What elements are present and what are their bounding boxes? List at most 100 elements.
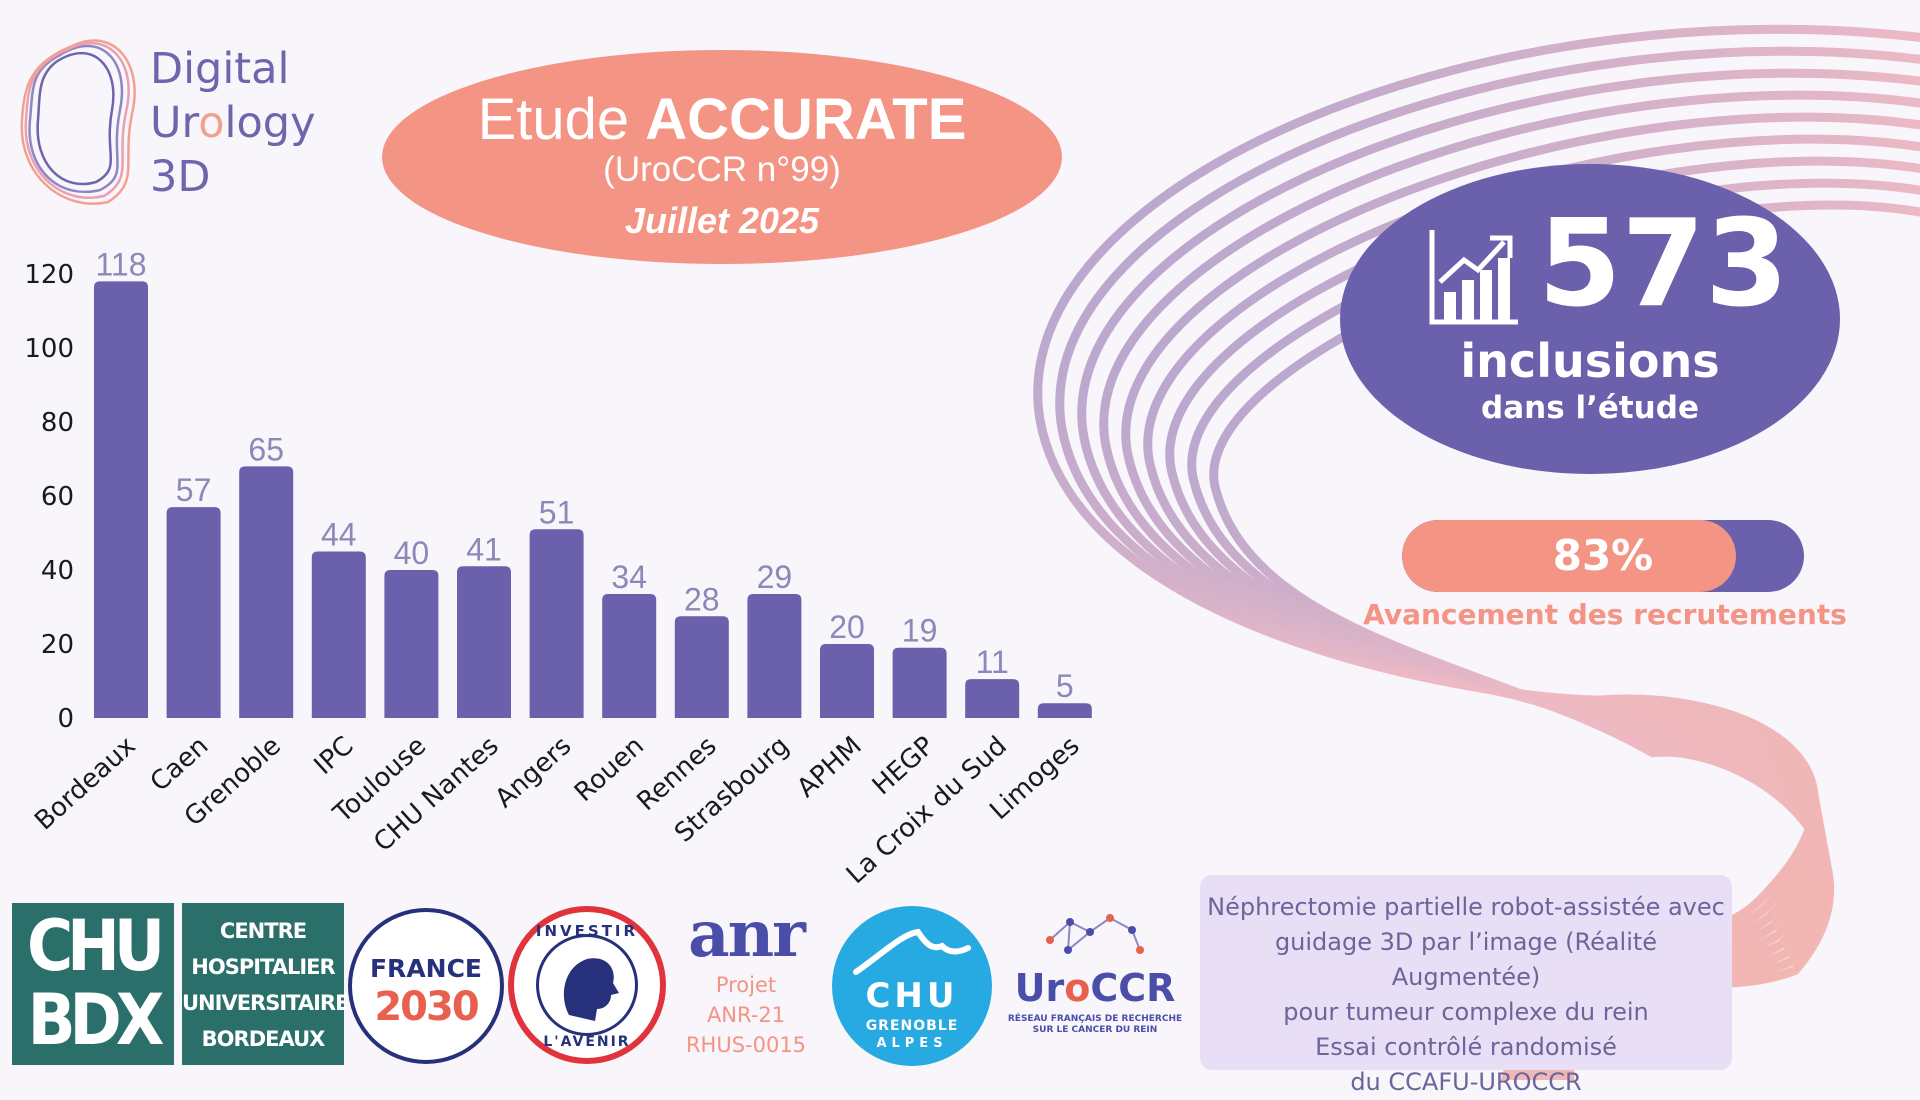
investir-top: INVESTIR [535, 922, 639, 940]
y-tick-label: 20 [41, 630, 74, 660]
description-line: Essai contrôlé randomisé [1315, 1033, 1617, 1061]
investir-avenir-logo: INVESTIR L'AVENIR [508, 906, 666, 1064]
growth-chart-icon [1429, 230, 1518, 325]
x-tick-label: CHU Nantes [368, 731, 504, 858]
inclusions-summary: 573 inclusions dans l’étude [1340, 164, 1840, 474]
value-labels: 118 57 65 44 40 41 51 34 28 29 20 19 11 5 [95, 246, 1073, 704]
y-tick-label: 80 [41, 408, 74, 438]
logo-line-2-o: o [198, 98, 225, 148]
logo-line-2: Urology [150, 96, 316, 150]
centre-line: HOSPITALIER [191, 955, 335, 979]
inclusions-label: inclusions [1460, 334, 1720, 388]
logo-line-1: Digital [150, 44, 290, 94]
value-label: 20 [829, 609, 865, 645]
bar [892, 647, 947, 718]
value-label: 118 [95, 246, 146, 282]
uroccr-tagline-2: SUR LE CANCER DU REIN [1032, 1025, 1158, 1035]
progress-percent: 83% [1552, 531, 1654, 580]
chu-bdx-line-1: CHU [26, 905, 165, 987]
uroccr-logo: UroCCR RÉSEAU FRANÇAIS DE RECHERCHE SUR … [1000, 910, 1190, 1050]
value-label: 5 [1056, 668, 1074, 704]
uroccr-o: o [1064, 966, 1091, 1010]
y-axis: 0 20 40 60 80 100 120 [24, 260, 74, 734]
bar [747, 594, 802, 718]
bar [457, 566, 511, 718]
description-line: Néphrectomie partielle robot-assistée av… [1207, 893, 1725, 921]
france-2030-line-2: 2030 [374, 984, 479, 1030]
inclusions-sublabel: dans l’étude [1481, 390, 1699, 426]
chu-grenoble-line-2: GRENOBLE [865, 1018, 959, 1034]
anr-line: RHUS-0015 [685, 1033, 807, 1057]
bar [820, 644, 874, 718]
x-tick-label: Angers [490, 731, 578, 814]
y-tick-label: 40 [41, 556, 74, 586]
x-tick-label: APHM [792, 731, 868, 804]
study-description: Néphrectomie partielle robot-assistée av… [1200, 875, 1732, 1096]
title-banner: Etude ACCURATE (UroCCR n°99) Juillet 202… [382, 50, 1062, 264]
bar [239, 466, 294, 718]
uroccr-network-icon [1046, 914, 1144, 954]
bar [311, 551, 366, 718]
study-title-bold: ACCURATE [645, 87, 967, 152]
study-subtitle: (UroCCR n°99) [603, 150, 841, 189]
progress-fill [1402, 520, 1736, 592]
value-label: 41 [466, 531, 502, 567]
marianne-profile-icon [563, 958, 619, 1021]
value-label: 29 [757, 559, 793, 595]
uroccr-name: UroCCR [1000, 966, 1190, 1010]
uroccr-post: CCR [1090, 966, 1176, 1010]
value-label: 51 [539, 494, 575, 530]
y-tick-label: 60 [41, 482, 74, 512]
value-label: 28 [684, 581, 720, 617]
value-label: 19 [902, 613, 938, 649]
bars [94, 281, 1092, 718]
anr-line: Projet [715, 973, 777, 997]
bar [674, 616, 729, 718]
uroccr-tagline-1: RÉSEAU FRANÇAIS DE RECHERCHE [1007, 1014, 1183, 1024]
value-label: 11 [976, 644, 1009, 680]
chu-bordeaux-name-logo: CENTRE HOSPITALIER UNIVERSITAIRE BORDEAU… [182, 903, 349, 1065]
marianne-icon [536, 934, 638, 1036]
bar [384, 570, 439, 718]
uroccr-pre: Ur [1014, 966, 1065, 1010]
logo-line-3: 3D [150, 152, 211, 202]
france-2030-logo: FRANCE 2030 [348, 908, 504, 1064]
bar [1037, 703, 1092, 718]
anr-logo: anr Projet ANR-21 RHUS-0015 [668, 900, 824, 1070]
y-tick-label: 100 [24, 334, 74, 364]
digital-urology-logo-icon [20, 39, 136, 205]
logo-line-2-pre: Ur [150, 98, 199, 148]
description-line: pour tumeur complexe du rein [1283, 998, 1649, 1026]
bar [94, 281, 148, 718]
progress-label: Avancement des recrutements [1363, 598, 1847, 631]
france-2030-line-1: FRANCE [369, 954, 483, 983]
mountain-wave-icon [853, 928, 971, 975]
value-label: 44 [321, 517, 357, 553]
y-tick-label: 0 [57, 704, 74, 734]
x-tick-label: Bordeaux [29, 731, 141, 836]
description-line: du CCAFU-UROCCR [1350, 1068, 1582, 1096]
bar [602, 594, 657, 718]
study-title-prefix: Etude [477, 87, 646, 152]
chu-bdx-logo: CHU BDX [12, 903, 174, 1065]
logo-line-2-post: logy [224, 98, 316, 148]
centre-line: UNIVERSITAIRE [182, 991, 349, 1015]
anr-name: anr [688, 897, 806, 972]
study-title: Etude ACCURATE [382, 86, 1062, 154]
x-tick-label: IPC [309, 731, 360, 781]
chu-grenoble-line-3: ALPES [876, 1036, 948, 1051]
bar [529, 529, 584, 718]
y-tick-label: 120 [24, 260, 74, 290]
investir-bottom: L'AVENIR [543, 1034, 631, 1050]
description-line: guidage 3D par l’image (Réalité Augmenté… [1274, 928, 1658, 991]
centre-line: BORDEAUX [201, 1027, 326, 1051]
bar [166, 507, 221, 718]
chu-grenoble-logo: CHU GRENOBLE ALPES [832, 906, 992, 1066]
anr-line: ANR-21 [706, 1003, 786, 1027]
chu-grenoble-line-1: CHU [865, 976, 959, 1016]
recruitment-progress-bar: 83% [1402, 520, 1804, 592]
inclusions-count: 573 [1538, 195, 1789, 334]
study-date: Juillet 2025 [624, 200, 820, 241]
uroccr-tagline: RÉSEAU FRANÇAIS DE RECHERCHE SUR LE CANC… [1000, 1014, 1190, 1036]
